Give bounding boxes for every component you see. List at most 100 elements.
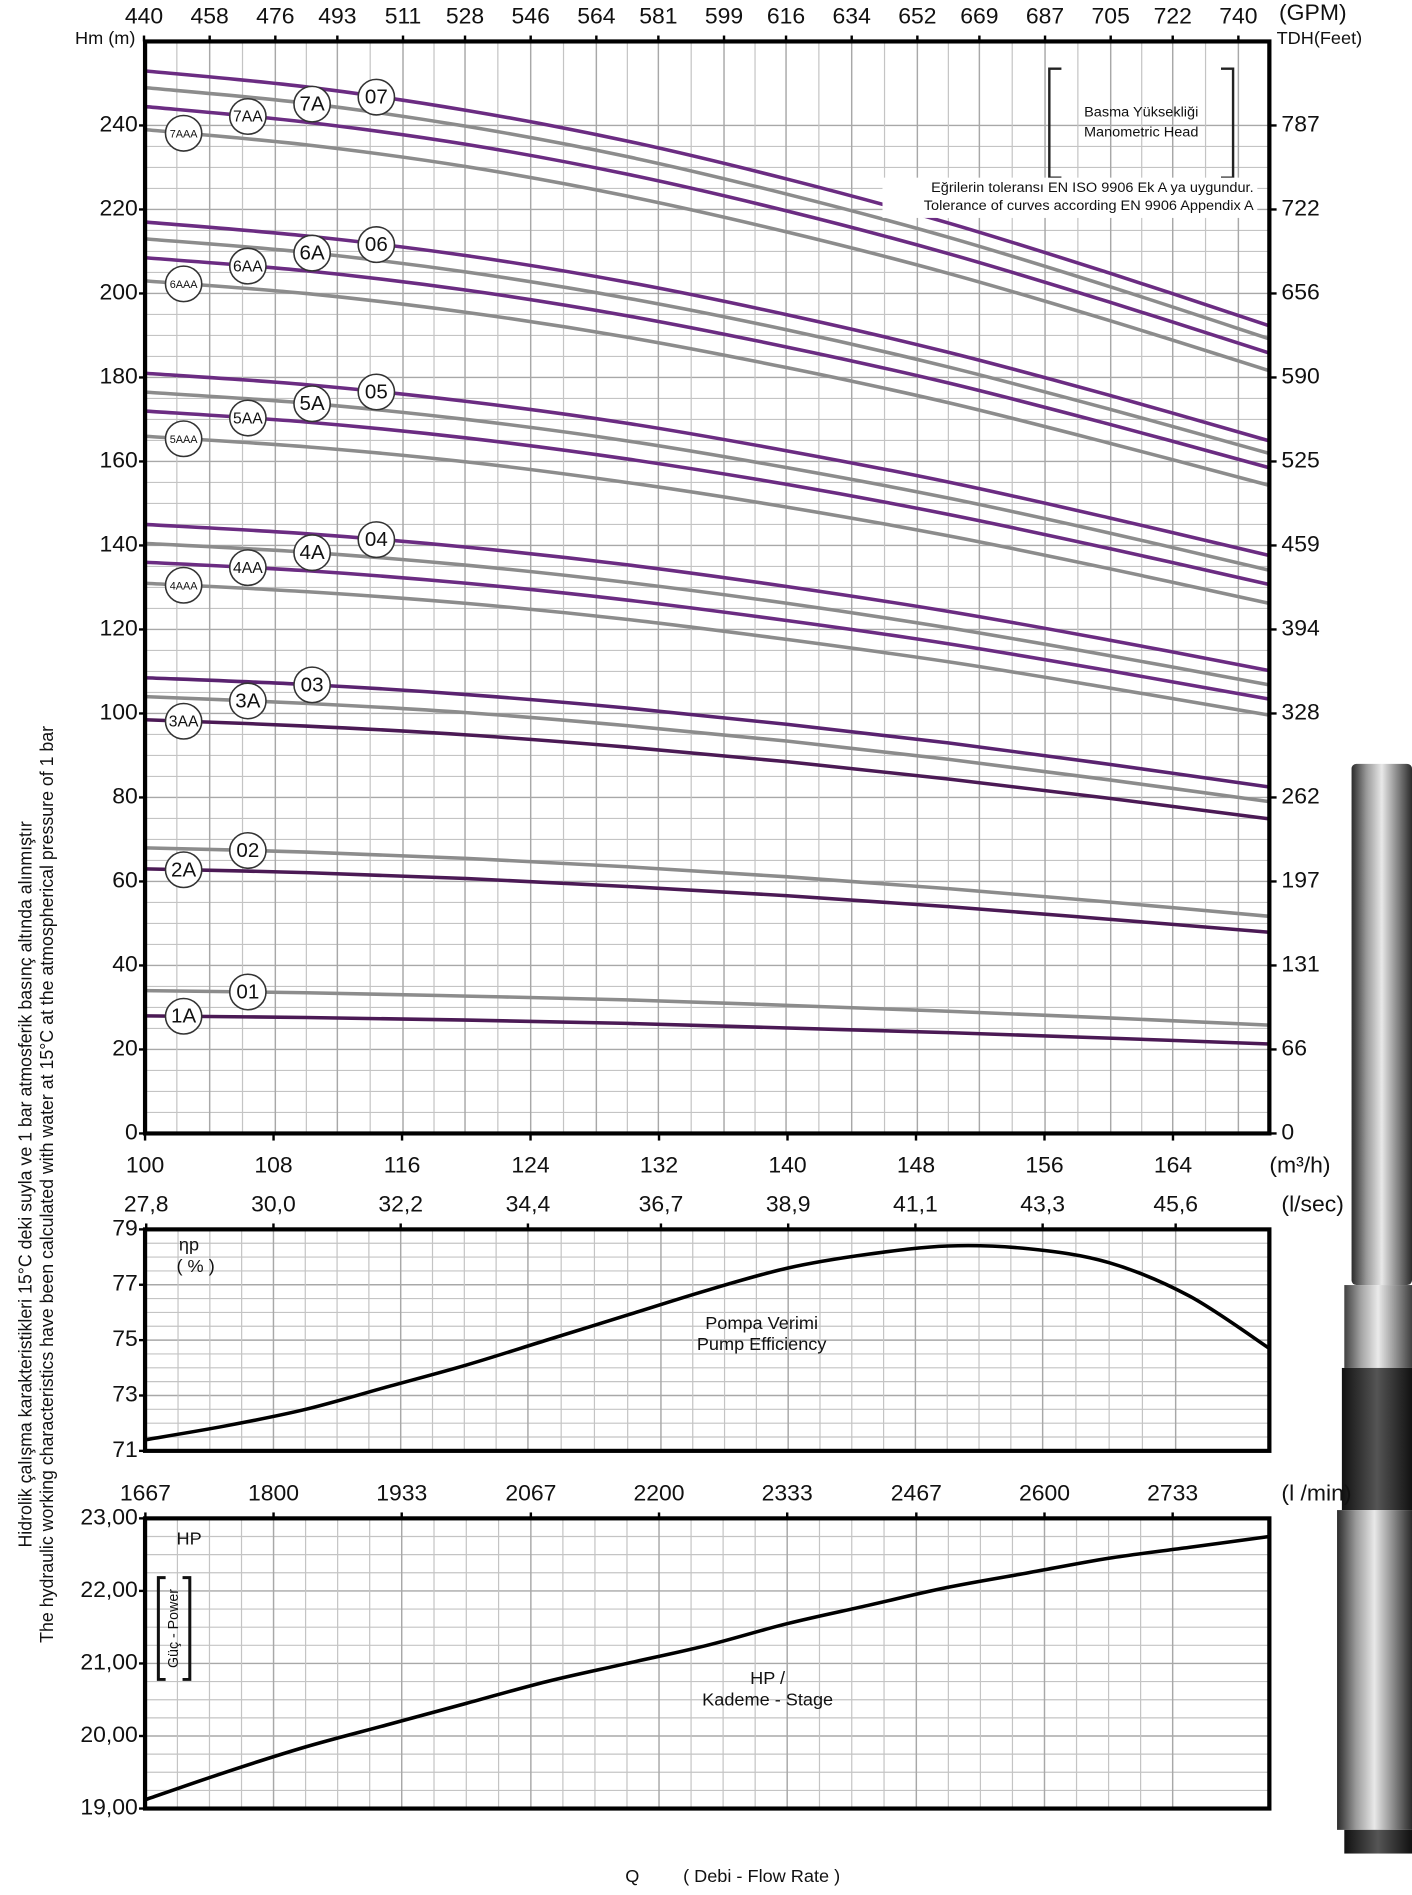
y2-tick-label: 590 (1281, 363, 1319, 389)
x2-tick-label: 687 (1026, 3, 1064, 29)
curve-label: 05 (365, 382, 388, 404)
y-tick-label: 40 (112, 951, 138, 977)
curve-label: 07 (365, 87, 388, 109)
curve-label: 6A (300, 243, 326, 265)
y2-tick-label: 328 (1281, 699, 1319, 725)
frame-layer (139, 35, 1277, 1811)
x2-tick-label: 34,4 (506, 1191, 551, 1217)
curve (144, 1534, 1270, 1802)
y2-tick-label: 656 (1281, 279, 1319, 305)
curve (144, 69, 1270, 328)
curve (144, 560, 1270, 701)
y-tick-label: 21,00 (80, 1649, 137, 1675)
y-tick-label: 0 (125, 1119, 138, 1145)
x2-tick-label: 2067 (505, 1480, 556, 1506)
y-tick-label: 71 (112, 1436, 138, 1462)
curve-label: 2A (171, 859, 197, 881)
curve-label-circle (164, 265, 203, 303)
x2-tick-label: 722 (1154, 3, 1192, 29)
curve-label-circle (228, 549, 267, 587)
x-tick-label: 148 (897, 1152, 935, 1178)
curve-label-circle (164, 114, 203, 152)
curve (144, 1243, 1271, 1442)
curve-label: 7AA (233, 109, 263, 126)
curve-label-circle (293, 666, 332, 704)
head-box-label: Basma Yüksekliği (1084, 104, 1198, 120)
x2-tick-label: 564 (577, 3, 615, 29)
curve (145, 867, 1270, 935)
annotation: Pump Efficiency (697, 1334, 827, 1354)
curve-label-circle (228, 832, 267, 870)
x2-tick-label: 2733 (1147, 1480, 1198, 1506)
side-note: The hydraulic working characteristics ha… (37, 726, 57, 1643)
y2-tick-label: 722 (1281, 195, 1319, 221)
y-tick-label: 140 (100, 531, 138, 557)
curve-label-circle (228, 97, 267, 136)
curve-label: 04 (365, 529, 388, 551)
y2-axis-label: TDH(Feet) (1277, 28, 1363, 48)
x-tick-label: 124 (511, 1152, 549, 1178)
y-tick-label: 100 (100, 699, 138, 725)
curve (145, 1014, 1270, 1046)
curve (144, 717, 1270, 821)
y2-tick-label: 394 (1281, 615, 1319, 641)
y-tick-label: 220 (100, 195, 138, 221)
y-axis-label: ηp (179, 1235, 199, 1255)
x2-tick-label: 669 (960, 3, 998, 29)
y-tick-label: 75 (112, 1325, 138, 1351)
x2-tick-label: 493 (318, 3, 356, 29)
plot-frame (142, 1516, 1272, 1811)
x2-tick-label: 1933 (376, 1480, 427, 1506)
curve (144, 220, 1270, 443)
x2-tick-label: 2200 (633, 1480, 684, 1506)
y-tick-label: 73 (112, 1381, 138, 1407)
x2-tick-label: 581 (639, 3, 677, 29)
x2-axis-label: (l /min) (1281, 1480, 1351, 1506)
curves-layer (144, 69, 1271, 1802)
curve-label-circle (293, 85, 332, 123)
curve-label-circle (228, 973, 267, 1011)
x2-tick-label: 634 (833, 3, 871, 29)
curve-label: 3A (235, 691, 261, 713)
y2-tick-label: 262 (1281, 783, 1319, 809)
curve-label-circle (164, 851, 203, 889)
x2-tick-label: 2333 (762, 1480, 813, 1506)
x-axis-label: (m³/h) (1269, 1152, 1330, 1178)
curve-label-circle (357, 226, 396, 264)
curve (144, 522, 1270, 673)
x2-tick-label: 36,7 (639, 1191, 684, 1217)
y-tick-label: 79 (112, 1215, 138, 1241)
grid-layer (143, 41, 1270, 1810)
x2-tick-label: 27,8 (124, 1191, 169, 1217)
curve-label-circle (164, 420, 203, 458)
y-tick-label: 180 (100, 363, 138, 389)
footer: Q (625, 1866, 639, 1886)
curve (144, 434, 1270, 606)
y-axis-label: Hm (m) (75, 28, 135, 48)
x2-tick-label: 38,9 (766, 1191, 811, 1217)
curve-label-circle (357, 521, 396, 559)
y2-tick-label: 525 (1281, 447, 1319, 473)
curve-label-circle (228, 399, 267, 437)
curve (144, 127, 1270, 373)
y-tick-label: 20,00 (80, 1721, 137, 1747)
note: Eğrilerin toleransı EN ISO 9906 Ek A ya … (931, 180, 1254, 196)
x2-tick-label: 45,6 (1153, 1191, 1198, 1217)
x-tick-label: 116 (384, 1152, 421, 1178)
x2-axis-label: (l/sec) (1281, 1191, 1343, 1217)
y-tick-label: 77 (112, 1270, 138, 1296)
curve-label: 5AA (233, 410, 263, 427)
y2-tick-label: 131 (1281, 951, 1319, 977)
curve-label: 01 (236, 982, 259, 1004)
x2-tick-label: 740 (1219, 3, 1257, 29)
y-tick-label: 19,00 (80, 1794, 137, 1820)
curve-label-circle (357, 373, 396, 411)
curve (144, 371, 1270, 558)
note-backdrop (882, 177, 1258, 218)
footer: ( Debi - Flow Rate ) (683, 1866, 840, 1886)
curve-label-circle (293, 534, 332, 572)
curve (144, 279, 1270, 488)
y-tick-label: 120 (100, 615, 138, 641)
